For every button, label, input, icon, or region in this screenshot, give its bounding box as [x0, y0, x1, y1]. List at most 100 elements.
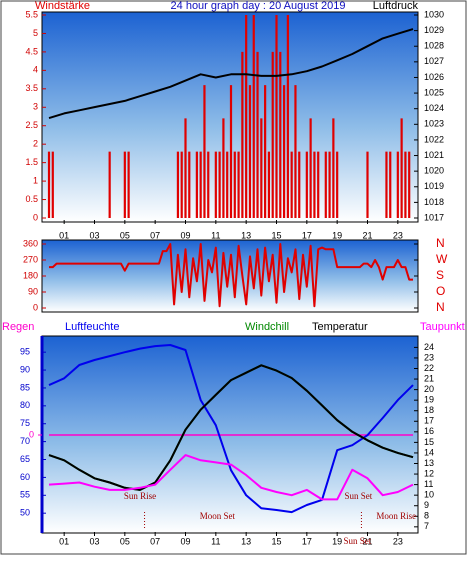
x-tick-label: 05: [120, 536, 130, 546]
y2-tick-label: 1020: [424, 166, 444, 176]
y-tick-label: 0: [33, 212, 38, 222]
legend-label: Luftdruck: [373, 0, 419, 12]
y-tick-label: 4: [33, 65, 38, 75]
y-tick-label: 70: [20, 436, 30, 446]
y-tick-label: 90: [20, 364, 30, 374]
y-tick-label: 270: [23, 254, 38, 264]
y-tick-label: 3: [33, 102, 38, 112]
y-tick-label: 4.5: [25, 46, 38, 56]
y-tick-label: 65: [20, 454, 30, 464]
y2-tick-label: 1022: [424, 134, 444, 144]
y-tick-label: 1.5: [25, 157, 38, 167]
event-label: Moon Set: [200, 511, 236, 521]
series-line: [48, 454, 414, 501]
x-tick-label: 19: [332, 230, 342, 240]
y2-tick-label: 13: [424, 458, 434, 468]
y-tick-label: 90: [28, 286, 38, 296]
y2-tick-label: 15: [424, 437, 434, 447]
legend-label: Regen: [2, 321, 34, 333]
legend-label: Temperatur: [312, 321, 368, 333]
y2-tick-label: N: [436, 300, 445, 314]
y2-tick-label: 1021: [424, 150, 444, 160]
y2-tick-label: 1030: [424, 9, 444, 19]
y-tick-label: 1: [33, 175, 38, 185]
y-tick-label: 2.5: [25, 120, 38, 130]
x-tick-label: 11: [211, 230, 220, 240]
x-tick-label: 03: [89, 230, 99, 240]
event-label: Sun Rise: [124, 491, 156, 501]
series-line: [48, 364, 414, 491]
y-tick-label: 60: [20, 472, 30, 482]
y2-tick-label: 1026: [424, 72, 444, 82]
x-tick-label: 21: [362, 536, 372, 546]
x-tick-label: 03: [89, 536, 99, 546]
wind-direction-panel: [41, 239, 419, 313]
x-tick-label: 09: [180, 536, 190, 546]
chart-title: 24 hour graph day : 20 August 2019: [171, 0, 346, 12]
y2-tick-label: N: [436, 236, 445, 250]
y2-tick-label: 14: [424, 447, 434, 457]
x-tick-label: 17: [302, 230, 312, 240]
x-tick-label: 13: [241, 536, 251, 546]
y2-tick-label: 7: [424, 521, 429, 531]
x-tick-label: 09: [180, 230, 190, 240]
series-line: [48, 28, 414, 120]
y2-tick-label: 1028: [424, 41, 444, 51]
y2-tick-label: 20: [424, 384, 434, 394]
y2-tick-label: 16: [424, 426, 434, 436]
y-tick-label: 80: [20, 400, 30, 410]
y-tick-label: 2: [33, 139, 38, 149]
x-tick-label: 23: [393, 536, 403, 546]
x-tick-label: 15: [271, 536, 281, 546]
y2-tick-label: 9: [424, 500, 429, 510]
y2-tick-label: 10: [424, 490, 434, 500]
y2-tick-label: 22: [424, 363, 434, 373]
event-marker-label: Sun Set: [344, 536, 372, 546]
y-tick-label: 0: [33, 302, 38, 312]
rain-tick-label: 0: [29, 429, 34, 439]
legend-label: Windchill: [245, 321, 289, 333]
x-tick-label: 01: [59, 230, 69, 240]
y-tick-label: 50: [20, 508, 30, 518]
y2-tick-label: 18: [424, 405, 434, 415]
y2-tick-label: O: [436, 284, 445, 298]
x-tick-label: 05: [120, 230, 130, 240]
event-label: Sun Set: [345, 491, 373, 501]
y2-tick-label: 1024: [424, 103, 444, 113]
y-tick-label: 55: [20, 490, 30, 500]
y-tick-label: 85: [20, 382, 30, 392]
y2-tick-label: 23: [424, 352, 434, 362]
y2-tick-label: 21: [424, 373, 434, 383]
x-tick-label: 21: [362, 230, 372, 240]
y2-tick-label: 1018: [424, 197, 444, 207]
y2-tick-label: 19: [424, 395, 434, 405]
y-tick-label: 5: [33, 28, 38, 38]
x-tick-label: 07: [150, 536, 160, 546]
y2-tick-label: 1017: [424, 212, 444, 222]
legend-label: Luftfeuchte: [65, 321, 119, 333]
y-tick-label: 360: [23, 238, 38, 248]
y2-tick-label: 1023: [424, 119, 444, 129]
y-tick-label: 180: [23, 270, 38, 280]
x-tick-label: 23: [393, 230, 403, 240]
y2-tick-label: 1029: [424, 25, 444, 35]
y2-tick-label: 24: [424, 342, 434, 352]
x-tick-label: 07: [150, 230, 160, 240]
y-tick-label: 75: [20, 418, 30, 428]
y2-tick-label: 11: [424, 479, 433, 489]
series-line: [48, 344, 414, 514]
series-line: [49, 243, 413, 308]
y2-tick-label: W: [436, 252, 448, 266]
y-tick-label: 5.5: [25, 9, 38, 19]
x-tick-label: 17: [302, 536, 312, 546]
event-label: Moon Rise: [376, 511, 416, 521]
x-tick-label: 15: [271, 230, 281, 240]
x-tick-label: 11: [211, 536, 220, 546]
legend-label: Windstärke: [35, 0, 90, 12]
y2-tick-label: 1019: [424, 181, 444, 191]
legend-label: Taupunkt: [420, 321, 465, 333]
y-tick-label: 3.5: [25, 83, 38, 93]
y2-tick-label: 17: [424, 416, 434, 426]
y-tick-label: 0.5: [25, 194, 38, 204]
